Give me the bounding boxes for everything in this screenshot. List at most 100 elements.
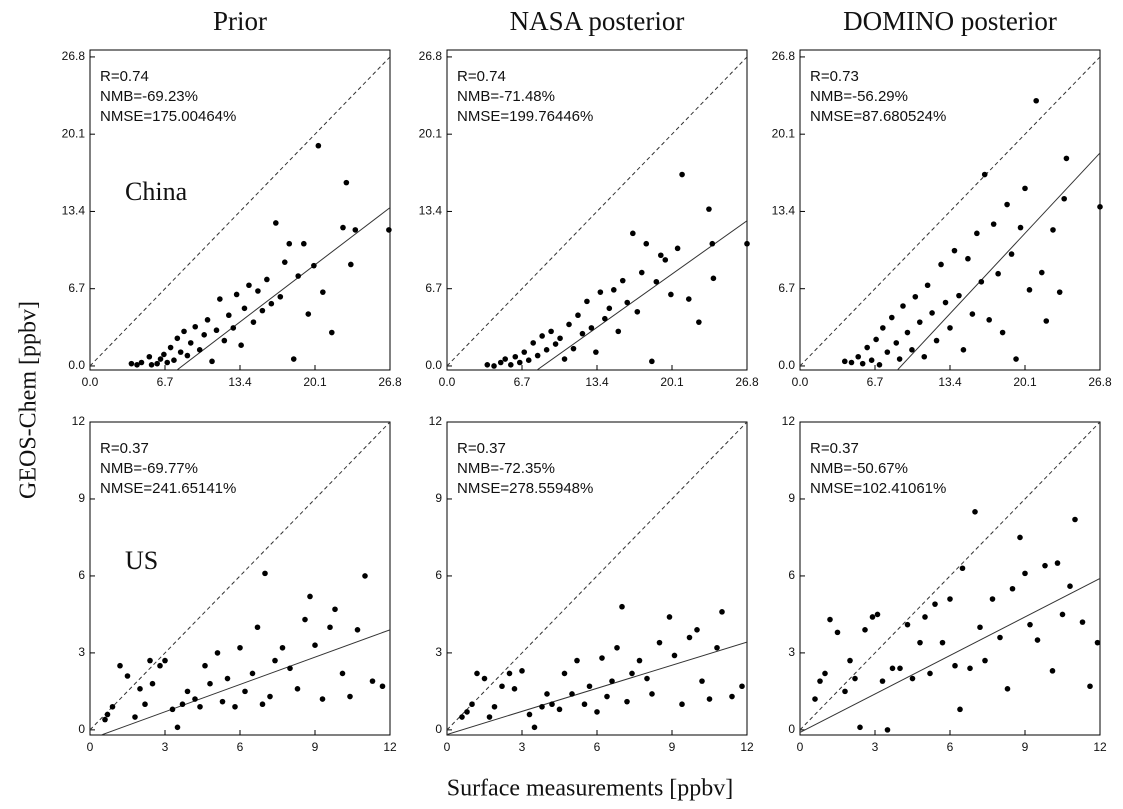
scatter-point <box>982 657 988 664</box>
scatter-point <box>921 353 928 360</box>
scatter-point <box>912 293 919 300</box>
y-tick-label: 9 <box>788 491 795 505</box>
y-tick-label: 6 <box>78 568 85 582</box>
scatter-point <box>491 703 498 710</box>
scatter-point <box>146 353 153 360</box>
scatter-point <box>1067 583 1073 589</box>
y-tick-label: 0 <box>435 722 442 736</box>
one-to-one-line <box>90 56 390 367</box>
scatter-point <box>1004 201 1010 208</box>
stat-annotation: NMB=-71.48% <box>457 88 555 105</box>
scatter-point <box>230 325 237 331</box>
scatter-point <box>868 357 875 363</box>
scatter-point <box>579 330 586 337</box>
stat-annotation: R=0.37 <box>457 440 506 457</box>
scatter-point <box>624 698 630 705</box>
scatter-point <box>1034 637 1041 643</box>
scatter-point <box>947 325 953 331</box>
x-tick-label: 0 <box>444 740 451 754</box>
x-tick-label: 6 <box>947 740 954 754</box>
column-title: NASA posterior <box>510 6 685 36</box>
column-title: DOMINO posterior <box>843 6 1057 36</box>
scatter-point <box>947 596 953 602</box>
scatter-point <box>842 688 848 695</box>
scatter-point <box>557 335 563 342</box>
scatter-point <box>884 727 891 733</box>
scatter-point <box>171 357 177 363</box>
scatter-point <box>104 711 111 718</box>
scatter-point <box>1061 195 1067 202</box>
scatter-point <box>1049 668 1056 674</box>
scatter-point <box>544 691 550 697</box>
scatter-point <box>307 593 313 600</box>
scatter-point <box>362 573 368 579</box>
region-label: US <box>125 546 158 575</box>
stat-annotation: NMB=-56.29% <box>810 88 908 105</box>
scatter-point <box>491 363 497 369</box>
scatter-point <box>214 650 221 656</box>
scatter-point <box>290 356 297 362</box>
scatter-point <box>124 673 131 679</box>
scatter-point <box>969 311 976 317</box>
scatter-point <box>668 291 674 298</box>
scatter-point <box>884 349 891 355</box>
x-axis-label: Surface measurements [ppbv] <box>447 776 734 802</box>
scatter-point <box>879 678 886 684</box>
scatter-point <box>719 609 725 615</box>
scatter-point <box>295 273 302 279</box>
y-tick-label: 13.4 <box>419 204 443 218</box>
scatter-point <box>594 709 600 715</box>
scatter-point <box>132 714 138 720</box>
scatter-point <box>1017 224 1024 231</box>
stat-annotation: NMSE=241.65141% <box>100 480 236 497</box>
scatter-point <box>506 670 513 677</box>
x-tick-label: 20.1 <box>303 375 327 389</box>
scatter-point <box>1042 562 1048 569</box>
scatter-point <box>593 349 599 355</box>
scatter-point <box>739 683 745 690</box>
scatter-point <box>233 291 240 298</box>
scatter-point <box>531 724 538 731</box>
scatter-point <box>273 220 279 226</box>
scatter-point <box>706 206 712 212</box>
scatter-point <box>246 282 252 289</box>
scatter-point <box>916 319 923 325</box>
scatter-point <box>347 693 353 700</box>
scatter-point <box>539 703 545 710</box>
scatter-point <box>959 565 966 572</box>
scatter-point <box>957 706 963 713</box>
y-tick-label: 12 <box>72 414 86 428</box>
scatter-point <box>169 706 176 713</box>
y-tick-label: 13.4 <box>62 204 86 218</box>
stat-annotation: NMSE=102.41061% <box>810 480 946 497</box>
x-tick-label: 3 <box>162 740 169 754</box>
scatter-point <box>219 698 226 705</box>
stat-annotation: R=0.74 <box>100 68 149 85</box>
scatter-point <box>874 611 881 618</box>
x-tick-label: 26.8 <box>735 375 759 389</box>
scatter-point <box>873 336 879 343</box>
scatter-point <box>486 714 493 720</box>
scatter-point <box>569 691 575 697</box>
scatter-point <box>164 359 171 366</box>
scatter-point <box>972 508 978 515</box>
scatter-point <box>262 570 268 577</box>
scatter-point <box>896 356 903 362</box>
y-tick-label: 20.1 <box>62 126 86 140</box>
scatter-point <box>174 724 181 731</box>
scatter-point <box>312 642 318 649</box>
scatter-point <box>834 629 841 636</box>
scatter-point <box>630 230 636 237</box>
scatter-point <box>1094 639 1101 646</box>
scatter-point <box>686 634 693 641</box>
y-tick-label: 3 <box>788 645 795 659</box>
regression-line <box>536 220 747 370</box>
x-tick-label: 0 <box>797 740 804 754</box>
y-tick-label: 26.8 <box>419 49 443 63</box>
x-tick-label: 0.0 <box>439 375 456 389</box>
x-tick-label: 9 <box>669 740 676 754</box>
scatter-point <box>841 358 848 365</box>
scatter-point <box>619 277 626 284</box>
scatter-point <box>499 683 505 690</box>
